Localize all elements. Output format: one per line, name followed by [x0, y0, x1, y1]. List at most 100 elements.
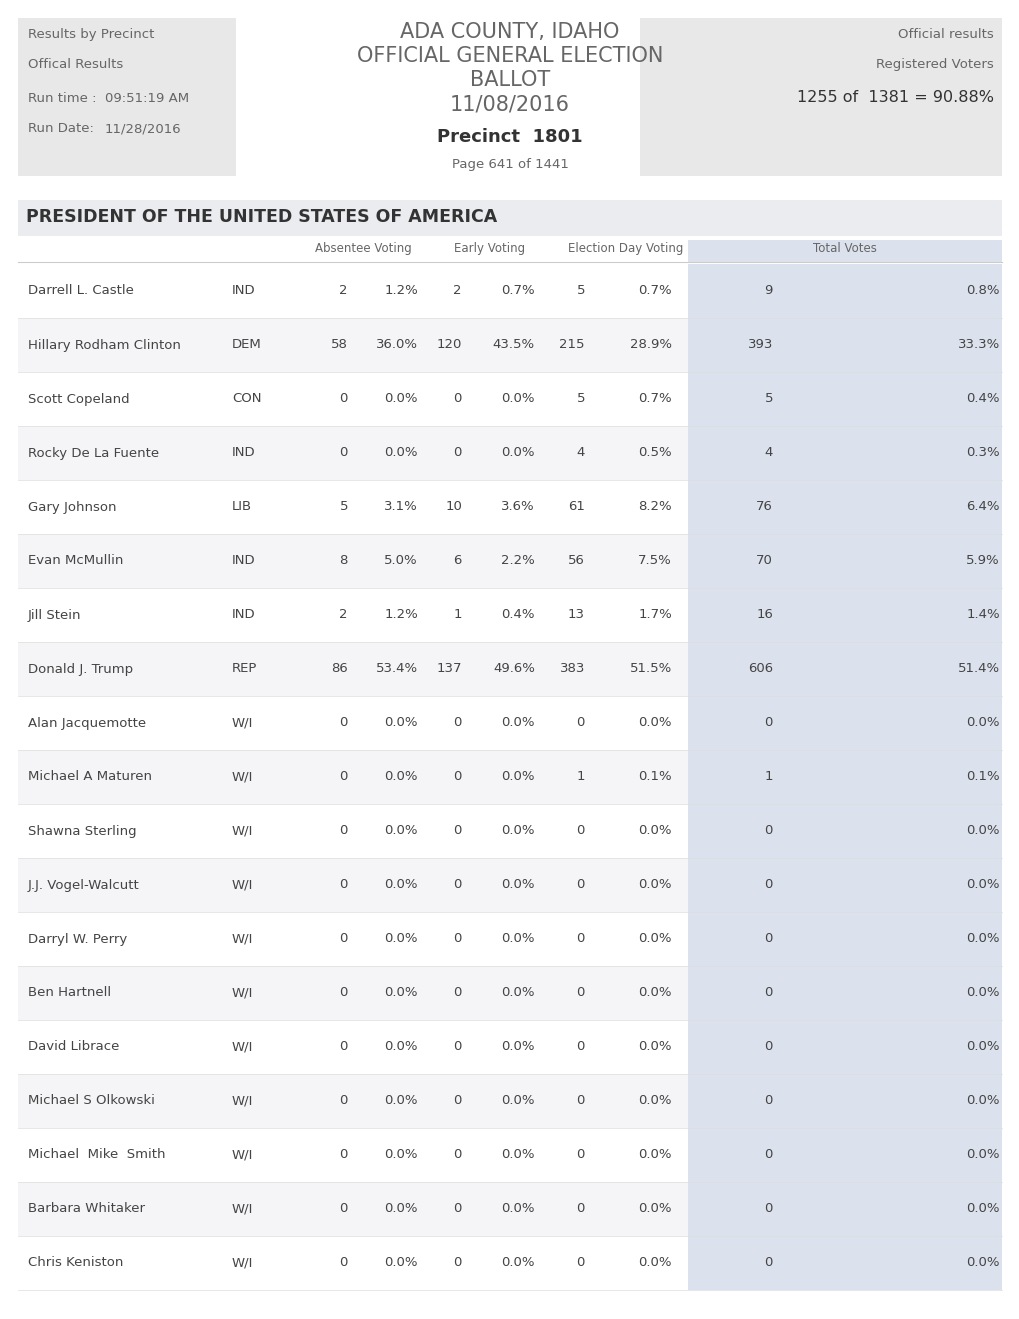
- Text: 0.0%: 0.0%: [966, 987, 999, 1000]
- Text: Run Date:: Run Date:: [28, 121, 94, 135]
- Text: 0.0%: 0.0%: [384, 824, 418, 838]
- Text: REP: REP: [231, 662, 257, 675]
- Text: W/I: W/I: [231, 1149, 253, 1162]
- Text: 0.8%: 0.8%: [966, 285, 999, 298]
- Text: W/I: W/I: [231, 1257, 253, 1269]
- Text: W/I: W/I: [231, 716, 253, 729]
- Text: 0: 0: [339, 1203, 347, 1216]
- Text: 7.5%: 7.5%: [638, 554, 672, 567]
- Text: 0: 0: [764, 1203, 772, 1216]
- Text: 0.5%: 0.5%: [638, 447, 672, 459]
- Text: 0.0%: 0.0%: [966, 1257, 999, 1269]
- Text: W/I: W/I: [231, 1041, 253, 1054]
- Text: 0.0%: 0.0%: [501, 1041, 535, 1054]
- Text: 0.0%: 0.0%: [966, 1149, 999, 1162]
- Text: Total Votes: Total Votes: [812, 241, 876, 255]
- Text: 0.0%: 0.0%: [501, 824, 535, 838]
- Bar: [688, 1020, 1001, 1074]
- Text: 0.0%: 0.0%: [638, 878, 672, 892]
- Text: 0: 0: [339, 824, 347, 838]
- Bar: [18, 18, 235, 175]
- Text: 1.2%: 1.2%: [384, 285, 418, 298]
- Bar: [18, 534, 688, 588]
- Text: 137: 137: [436, 662, 462, 675]
- Text: 0: 0: [764, 1257, 772, 1269]
- Text: 0: 0: [339, 1041, 347, 1054]
- Text: 2: 2: [339, 608, 347, 621]
- Text: 4: 4: [764, 447, 772, 459]
- Text: PRESIDENT OF THE UNITED STATES OF AMERICA: PRESIDENT OF THE UNITED STATES OF AMERIC…: [25, 208, 497, 226]
- Bar: [18, 642, 688, 696]
- Text: 0: 0: [339, 1095, 347, 1108]
- Text: IND: IND: [231, 447, 256, 459]
- Bar: [18, 857, 688, 911]
- Bar: [688, 642, 1001, 696]
- Text: 16: 16: [755, 608, 772, 621]
- Text: 1.7%: 1.7%: [638, 608, 672, 621]
- Bar: [688, 534, 1001, 588]
- Bar: [688, 751, 1001, 805]
- Text: 0: 0: [453, 933, 462, 946]
- Text: 0.0%: 0.0%: [501, 1095, 535, 1108]
- Text: 13: 13: [568, 608, 585, 621]
- Text: 0: 0: [764, 1149, 772, 1162]
- Text: IND: IND: [231, 554, 256, 567]
- Text: 0: 0: [576, 1149, 585, 1162]
- Text: 70: 70: [755, 554, 772, 567]
- Text: 0.0%: 0.0%: [384, 987, 418, 1000]
- Text: Jill Stein: Jill Stein: [28, 608, 82, 621]
- Text: 1: 1: [453, 608, 462, 621]
- Bar: [18, 751, 688, 805]
- Text: Chris Keniston: Chris Keniston: [28, 1257, 123, 1269]
- Text: DEM: DEM: [231, 339, 262, 351]
- Text: 0.0%: 0.0%: [384, 1203, 418, 1216]
- Text: 49.6%: 49.6%: [492, 662, 535, 675]
- Text: 0.0%: 0.0%: [638, 716, 672, 729]
- Bar: [688, 857, 1001, 911]
- Text: 3.6%: 3.6%: [501, 500, 535, 513]
- Text: Michael  Mike  Smith: Michael Mike Smith: [28, 1149, 165, 1162]
- Text: 2: 2: [339, 285, 347, 298]
- Text: 0.0%: 0.0%: [501, 1149, 535, 1162]
- Text: 0.0%: 0.0%: [638, 1041, 672, 1054]
- Text: 5: 5: [576, 285, 585, 298]
- Text: 0.0%: 0.0%: [638, 987, 672, 1000]
- Text: Results by Precinct: Results by Precinct: [28, 28, 154, 41]
- Bar: [688, 480, 1001, 534]
- Text: 0: 0: [764, 824, 772, 838]
- Text: 28.9%: 28.9%: [630, 339, 672, 351]
- Text: Donald J. Trump: Donald J. Trump: [28, 662, 133, 675]
- Text: 0: 0: [453, 824, 462, 838]
- Text: 2.2%: 2.2%: [500, 554, 535, 567]
- Bar: [688, 372, 1001, 426]
- Text: 0.0%: 0.0%: [966, 933, 999, 946]
- Text: 6.4%: 6.4%: [966, 500, 999, 513]
- Text: 1.2%: 1.2%: [384, 608, 418, 621]
- Text: 09:51:19 AM: 09:51:19 AM: [105, 92, 189, 106]
- Bar: [688, 426, 1001, 480]
- Text: 0.0%: 0.0%: [501, 878, 535, 892]
- Text: Early Voting: Early Voting: [454, 241, 525, 255]
- Text: J.J. Vogel-Walcutt: J.J. Vogel-Walcutt: [28, 878, 140, 892]
- Bar: [688, 1128, 1001, 1182]
- Text: 215: 215: [559, 339, 585, 351]
- Text: Scott Copeland: Scott Copeland: [28, 393, 129, 405]
- Text: 5: 5: [764, 393, 772, 405]
- Text: 0.4%: 0.4%: [966, 393, 999, 405]
- Text: 0: 0: [339, 447, 347, 459]
- Text: Run time :: Run time :: [28, 92, 97, 106]
- Text: 0: 0: [764, 878, 772, 892]
- Text: 0.0%: 0.0%: [384, 1095, 418, 1108]
- Text: Michael A Maturen: Michael A Maturen: [28, 770, 152, 783]
- Text: 0.0%: 0.0%: [638, 933, 672, 946]
- Text: 0: 0: [576, 824, 585, 838]
- Text: 0.0%: 0.0%: [966, 1095, 999, 1108]
- Text: 0: 0: [576, 1095, 585, 1108]
- Text: 0.0%: 0.0%: [384, 1257, 418, 1269]
- Text: W/I: W/I: [231, 1095, 253, 1108]
- Text: Rocky De La Fuente: Rocky De La Fuente: [28, 447, 159, 459]
- Text: 0.0%: 0.0%: [966, 1203, 999, 1216]
- Bar: [18, 426, 688, 480]
- Text: W/I: W/I: [231, 933, 253, 946]
- Text: 10: 10: [444, 500, 462, 513]
